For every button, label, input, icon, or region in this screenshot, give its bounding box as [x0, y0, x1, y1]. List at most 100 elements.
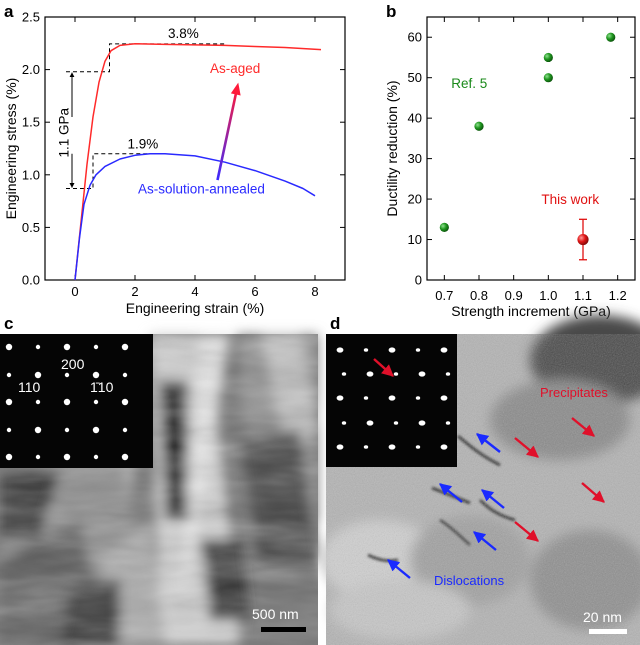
panel-b-point-ref5	[606, 32, 616, 42]
panel-c-scale-bar	[261, 627, 306, 632]
diffraction-spot	[64, 372, 70, 378]
panel-b-y-tick-label: 10	[408, 232, 422, 247]
panel-b-point-ref5	[543, 52, 553, 63]
panel-d-dislocation-arrow	[476, 433, 501, 453]
diffraction-spot	[418, 420, 426, 426]
diffraction-spot	[440, 347, 448, 353]
diffraction-spot	[415, 396, 421, 400]
panel-c-scale-bar-label: 500 nm	[252, 606, 299, 622]
diffraction-spot	[418, 371, 426, 377]
diffraction-spot	[366, 371, 374, 377]
panel-c: 200 110 1̄10 c 500 nm	[0, 314, 318, 645]
panel-b-points	[439, 32, 616, 261]
panel-a-y-tick-label: 0.0	[22, 273, 40, 288]
panel-b-x-axis-label: Strength increment (GPa)	[451, 303, 611, 319]
diffraction-spot	[63, 398, 71, 406]
panel-a-annotation-1-9: 1.9%	[128, 137, 159, 152]
diffraction-spot	[393, 421, 399, 425]
panel-b: b 0.7 0.8 0.9 1.0 1.1 1.2 0 10 20 30 40 50 60 Streng…	[384, 2, 636, 319]
panel-c-diffraction-inset	[0, 334, 153, 468]
diffraction-spot	[6, 372, 12, 378]
panel-a-y-tick-label: 0.5	[22, 220, 40, 235]
diffraction-spot	[440, 395, 448, 401]
diffraction-spot	[415, 348, 421, 352]
diffraction-spot	[445, 372, 451, 376]
panel-d-label: d	[330, 314, 340, 333]
panel-b-x-tick-label: 1.2	[609, 288, 627, 303]
diffraction-spot	[121, 398, 129, 406]
panel-a-x-tick-label: 2	[131, 284, 138, 299]
panel-d-precipitate-arrow	[514, 521, 539, 542]
diffraction-spot	[63, 453, 71, 461]
diffraction-spot	[92, 426, 100, 434]
diffraction-spot	[34, 371, 42, 379]
panel-b-label: b	[386, 2, 396, 21]
panel-a-ticks: 0 2 4 6 8 0.0 0.5 1.0 1.5 2.0 2.5	[22, 10, 345, 299]
panel-d-dislocation-arrow	[439, 483, 463, 503]
diffraction-spot	[341, 372, 347, 376]
panel-d-scale-bar	[589, 629, 627, 634]
panel-d: d Precipitates Dislocations 20 nm	[320, 314, 640, 645]
diffraction-spot	[336, 444, 344, 450]
panel-b-point-ref5	[439, 222, 449, 232]
diffraction-spot	[415, 445, 421, 449]
diffraction-spot	[35, 454, 41, 460]
panel-a-aging-arrow	[216, 88, 239, 181]
panel-d-inset-arrow	[373, 358, 394, 377]
diffraction-spot	[366, 420, 374, 426]
panel-b-series-label-ref5: Ref. 5	[451, 76, 487, 91]
panel-a-annotation-3-8: 3.8%	[168, 26, 199, 41]
panel-d-diffraction-spots	[336, 347, 451, 450]
panel-a-y-tick-label: 1.0	[22, 167, 40, 182]
panel-b-y-axis-label: Ductility reduction (%)	[384, 80, 400, 216]
diffraction-spot	[341, 421, 347, 425]
panel-a-series-label-as-aged: As-aged	[210, 61, 260, 76]
panel-a-series-line-as-solution-annealed	[74, 153, 316, 281]
diffraction-spot	[5, 343, 13, 351]
panel-d-dislocation-arrow	[473, 531, 497, 551]
panel-b-series-label-this-work: This work	[541, 192, 599, 207]
diffraction-spot	[122, 427, 128, 433]
diffraction-spot	[440, 444, 448, 450]
panel-a-guide-as-solution-annealed	[66, 153, 150, 189]
diffraction-spot	[388, 347, 396, 353]
panel-d-dislocation-arrow	[481, 489, 505, 509]
panel-a-x-tick-label: 0	[71, 284, 78, 299]
diffraction-spot	[5, 453, 13, 461]
panel-a-aging-arrow-head	[230, 82, 241, 96]
panel-d-precipitate-arrow	[581, 482, 605, 503]
diffraction-spot	[445, 421, 451, 425]
diffraction-spot	[34, 426, 42, 434]
panel-b-ticks: 0.7 0.8 0.9 1.0 1.1 1.2 0 10 20 30 40 50 60	[408, 17, 635, 303]
diffraction-spot	[121, 453, 129, 461]
panel-b-frame	[426, 16, 636, 281]
panel-b-y-tick-label: 40	[408, 111, 422, 126]
panel-b-x-tick-label: 0.9	[505, 288, 523, 303]
panel-b-x-tick-label: 0.7	[435, 288, 453, 303]
panel-b-x-tick-label: 0.8	[470, 288, 488, 303]
panel-c-spot-label-110: 110	[18, 379, 41, 395]
panel-d-scale-bar-label: 20 nm	[583, 609, 622, 625]
panel-c-spot-label-200: 200	[61, 356, 85, 372]
diffraction-spot	[336, 395, 344, 401]
diffraction-spot	[6, 427, 12, 433]
diffraction-spot	[5, 398, 13, 406]
panel-b-axes	[426, 16, 636, 281]
panel-d-dislocation-arrow	[387, 559, 411, 579]
panel-d-precipitates-label: Precipitates	[540, 385, 608, 400]
panel-c-label: c	[4, 314, 13, 333]
panel-a-series-label-as-solution-annealed: As-solution-annealed	[138, 182, 265, 197]
panel-a-y-tick-label: 2.0	[22, 62, 40, 77]
panel-a-y-axis-label: Engineering stress (%)	[3, 78, 19, 220]
diffraction-spot	[93, 344, 99, 350]
panel-b-x-tick-label: 1.1	[574, 288, 592, 303]
panel-b-y-tick-label: 30	[408, 151, 422, 166]
panel-a-x-tick-label: 6	[251, 284, 258, 299]
diffraction-spot	[93, 399, 99, 405]
diffraction-spot	[63, 343, 71, 351]
panel-a-series-line-as-aged	[74, 43, 322, 281]
diffraction-spot	[393, 372, 399, 376]
diffraction-spot	[122, 372, 128, 378]
panel-b-point-ref5	[474, 121, 484, 131]
